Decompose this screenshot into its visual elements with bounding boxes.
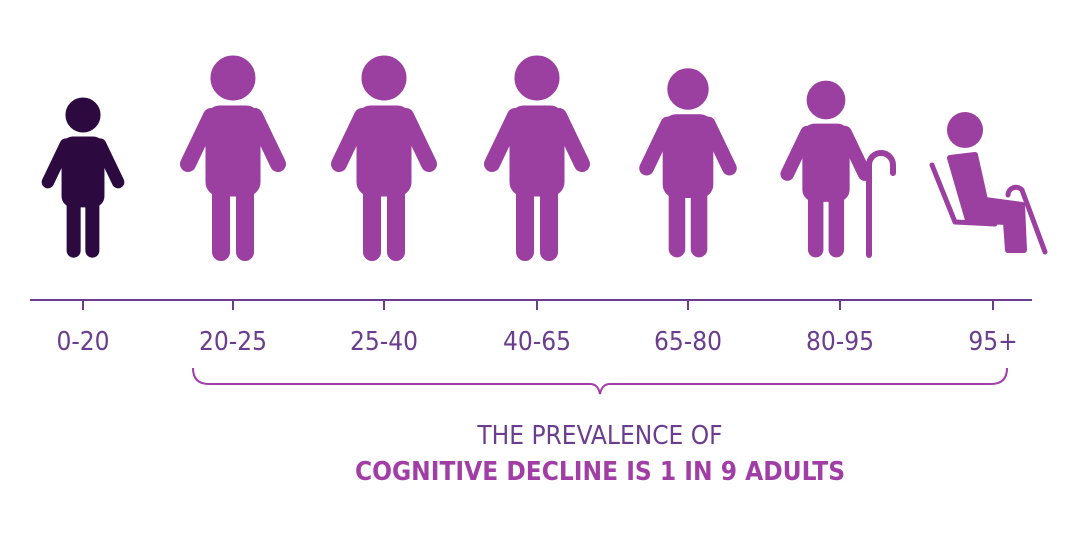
child-figure — [48, 98, 118, 251]
age-label: 0-20 — [56, 327, 109, 357]
age-label: 95+ — [968, 327, 1017, 357]
age-label: 20-25 — [199, 327, 267, 357]
age-label: 80-95 — [806, 327, 874, 357]
caption-line: THE PREVALENCE OF — [476, 421, 722, 451]
age-label: 25-40 — [350, 327, 418, 357]
seated-figure — [929, 112, 1048, 255]
caption-highlight: COGNITIVE DECLINE IS 1 IN 9 ADULTS — [355, 457, 845, 487]
axis — [30, 299, 1032, 310]
adult-figures — [188, 56, 896, 255]
brace — [192, 367, 1008, 395]
age-label: 40-65 — [503, 327, 571, 357]
age-label: 65-80 — [654, 327, 722, 357]
